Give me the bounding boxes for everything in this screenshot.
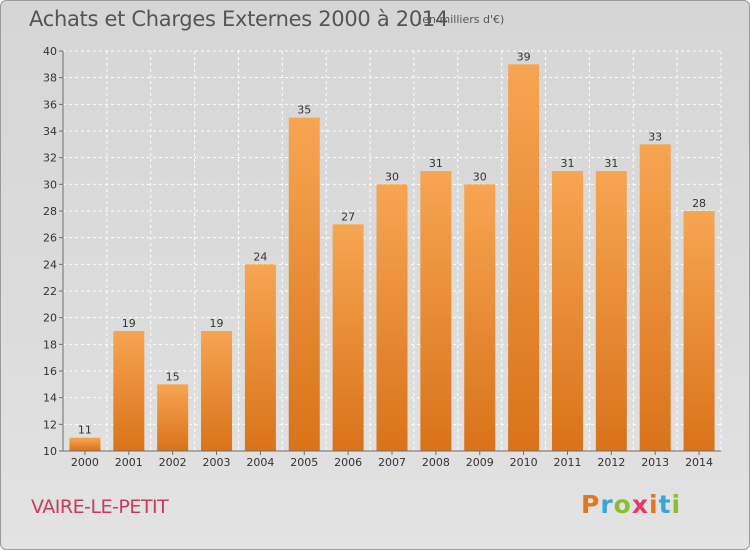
bar-value-label: 33 xyxy=(648,130,662,143)
bar xyxy=(639,144,671,452)
bar xyxy=(244,264,276,451)
x-tick-label: 2000 xyxy=(71,456,99,469)
bar-value-label: 24 xyxy=(253,250,267,263)
y-tick-label: 36 xyxy=(43,98,57,111)
bar xyxy=(69,437,101,451)
logo-letter: P xyxy=(581,490,601,519)
x-tick-label: 2014 xyxy=(685,456,713,469)
y-tick-label: 10 xyxy=(43,445,57,458)
x-tick-label: 2001 xyxy=(115,456,143,469)
y-tick-label: 38 xyxy=(43,72,57,85)
logo-letter: x xyxy=(631,490,649,519)
x-tick-label: 2003 xyxy=(203,456,231,469)
x-tick-label: 2002 xyxy=(159,456,187,469)
bar-value-label: 30 xyxy=(473,170,487,183)
y-tick-label: 32 xyxy=(43,152,57,165)
bar-value-label: 30 xyxy=(385,170,399,183)
bar xyxy=(157,384,189,451)
bar-value-label: 31 xyxy=(429,157,443,170)
y-tick-label: 34 xyxy=(43,125,57,138)
y-tick-label: 12 xyxy=(43,418,57,431)
logo-letter: r xyxy=(600,490,614,519)
bar-value-label: 39 xyxy=(517,50,531,63)
bar xyxy=(420,171,452,451)
bar xyxy=(288,117,320,452)
logo-letter: i xyxy=(649,490,659,519)
bar-value-label: 11 xyxy=(78,424,92,437)
bar xyxy=(551,171,583,451)
bars-group: 11 19 15 19 24 35 27 30 31 30 39 31 31 33 28 xyxy=(69,50,715,452)
y-tick-label: 20 xyxy=(43,312,57,325)
bar xyxy=(332,224,364,451)
x-tick-label: 2005 xyxy=(290,456,318,469)
y-tick-label: 40 xyxy=(43,45,57,58)
bar xyxy=(201,331,233,451)
x-tick-label: 2008 xyxy=(422,456,450,469)
logo-letter: i xyxy=(671,490,682,519)
y-tick-label: 18 xyxy=(43,338,57,351)
bar-value-label: 27 xyxy=(341,210,355,223)
x-tick-label: 2011 xyxy=(553,456,581,469)
x-tick-label: 2012 xyxy=(597,456,625,469)
logo-letter: t xyxy=(658,490,672,519)
bar-value-label: 19 xyxy=(122,317,136,330)
bar-value-label: 19 xyxy=(210,317,224,330)
x-tick-label: 2009 xyxy=(466,456,494,469)
bar-value-label: 35 xyxy=(297,104,311,117)
y-tick-label: 28 xyxy=(43,205,57,218)
y-tick-label: 22 xyxy=(43,285,57,298)
commune-name: VAIRE-LE-PETIT xyxy=(31,496,169,518)
bar-value-label: 15 xyxy=(166,370,180,383)
y-tick-label: 26 xyxy=(43,232,57,245)
bar xyxy=(683,211,715,451)
y-tick-label: 16 xyxy=(43,365,57,378)
x-tick-label: 2010 xyxy=(510,456,538,469)
bar xyxy=(595,171,627,451)
bar-value-label: 31 xyxy=(604,157,618,170)
x-tick-label: 2004 xyxy=(246,456,274,469)
chart-title: Achats et Charges Externes 2000 à 2014 xyxy=(29,7,449,31)
y-tick-label: 30 xyxy=(43,178,57,191)
logo-letter: o xyxy=(613,490,632,519)
x-tick-label: 2007 xyxy=(378,456,406,469)
axes-group: 10 12 14 16 18 20 22 24 26 28 30 32 34 36 38 40 2000 2001… xyxy=(43,45,721,469)
bar xyxy=(508,64,540,452)
bar xyxy=(376,184,408,452)
bar xyxy=(113,331,145,451)
y-tick-label: 24 xyxy=(43,258,57,271)
chart-subtitle: (en milliers d'€) xyxy=(418,13,505,26)
y-tick-label: 14 xyxy=(43,392,57,405)
x-tick-label: 2013 xyxy=(641,456,669,469)
x-tick-label: 2006 xyxy=(334,456,362,469)
bar xyxy=(464,184,496,452)
bar-value-label: 28 xyxy=(692,197,706,210)
bar-value-label: 31 xyxy=(560,157,574,170)
proxiti-logo: Proxiti xyxy=(581,490,681,519)
